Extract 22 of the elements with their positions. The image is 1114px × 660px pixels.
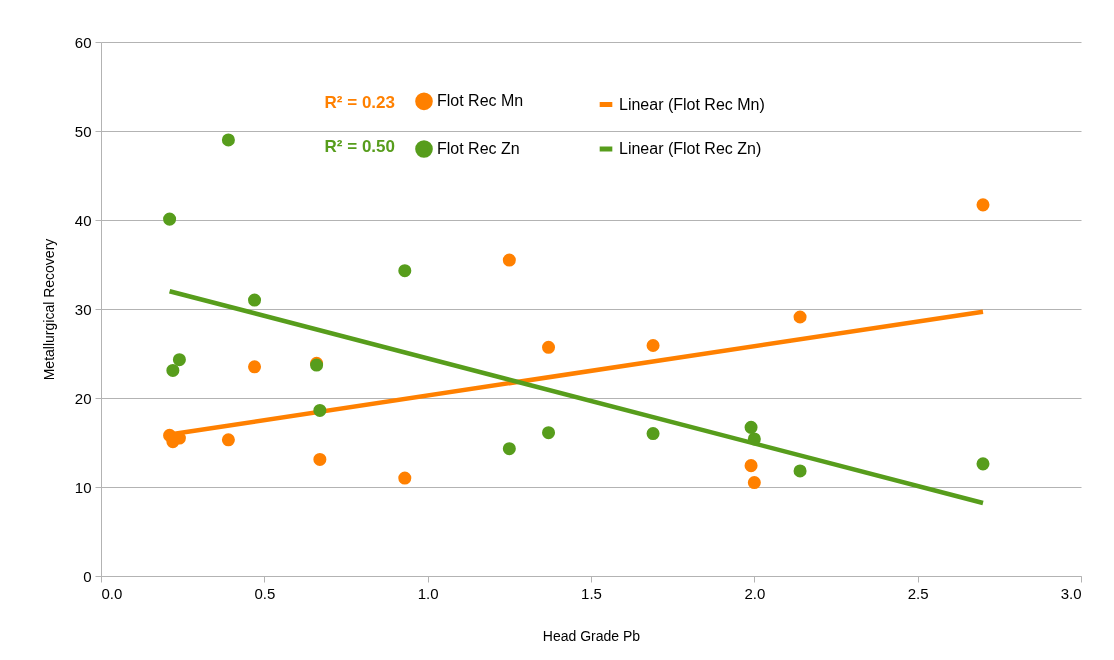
- annotation: R² = 0.50: [324, 137, 395, 156]
- legend-label: Flot Rec Mn: [437, 92, 524, 110]
- y-tick-label: 40: [74, 211, 92, 229]
- annotation: R² = 0.23: [324, 93, 395, 112]
- x-tick-label: 0.0: [101, 584, 123, 602]
- y-tick-label: 10: [74, 478, 92, 496]
- legend-label: Linear (Flot Rec Mn): [619, 95, 765, 113]
- legend-label: Linear (Flot Rec Zn): [619, 140, 762, 157]
- x-tick-label: 1.5: [581, 584, 602, 602]
- y-tick-label: 60: [74, 33, 92, 51]
- x-tick-label: 2.5: [907, 584, 929, 602]
- legend-label: Flot Rec Zn: [437, 140, 520, 157]
- x-tick-label: 1.0: [417, 584, 439, 602]
- x-tick-label: 3.0: [1060, 584, 1082, 602]
- x-axis-title: Head Grade Pb: [542, 627, 641, 644]
- y-axis-title: Metallurgical Recovery: [40, 238, 57, 381]
- y-tick-label: 0: [83, 567, 92, 585]
- y-tick-label: 20: [74, 389, 92, 407]
- x-tick-label: 0.5: [254, 584, 276, 602]
- x-tick-label: 2.0: [744, 584, 766, 602]
- y-tick-label: 50: [74, 122, 92, 140]
- y-tick-label: 30: [74, 300, 92, 318]
